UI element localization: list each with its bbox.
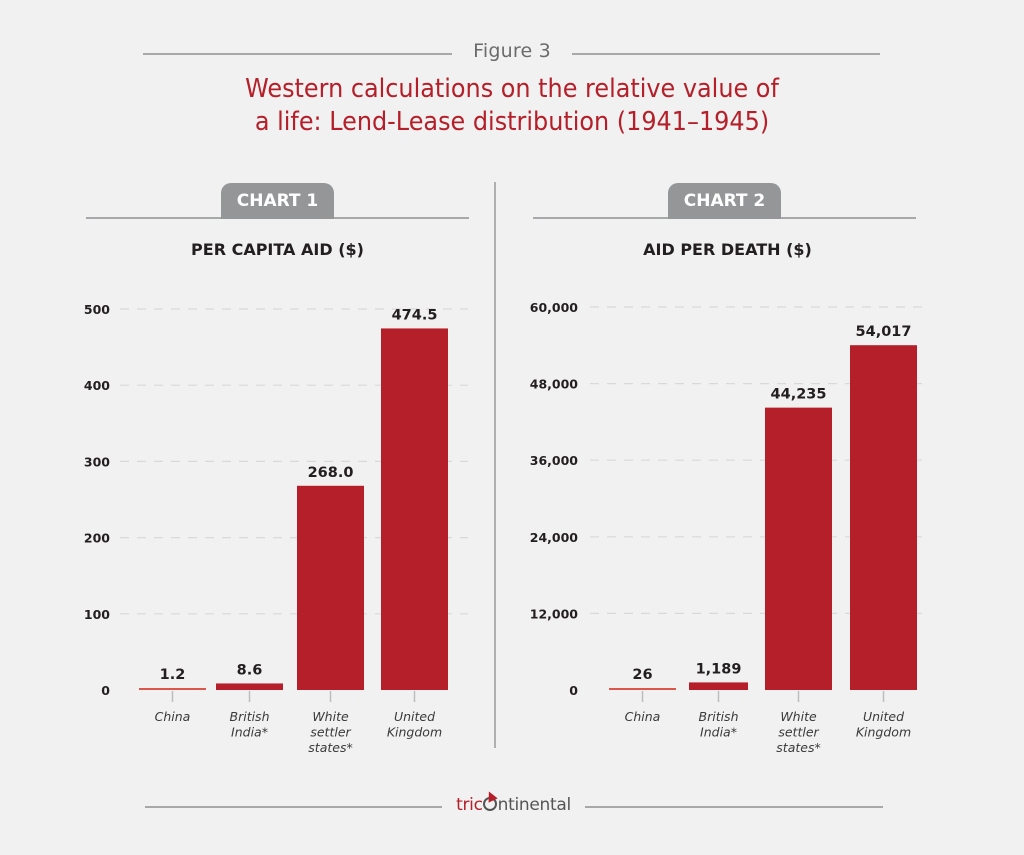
y-tick-label: 100 xyxy=(84,607,110,622)
data-label: 54,017 xyxy=(856,324,912,340)
bar xyxy=(297,485,364,690)
y-tick-label: 36,000 xyxy=(530,453,579,468)
data-label: 44,235 xyxy=(771,387,827,403)
bar xyxy=(216,683,283,690)
x-tick-label: China xyxy=(625,709,661,724)
x-tick-label: White settler states* xyxy=(776,709,820,755)
bar xyxy=(381,328,448,690)
tricontinental-logo: tric ntinental xyxy=(442,789,585,819)
page-title: Western calculations on the relative val… xyxy=(179,73,845,139)
bar xyxy=(850,345,917,690)
x-tick-label-line: China xyxy=(625,709,661,724)
y-tick-label: 300 xyxy=(84,454,110,469)
logo-rest-text: ntinental xyxy=(497,795,572,815)
chart-divider xyxy=(494,182,496,748)
y-tick-label: 60,000 xyxy=(530,300,579,315)
data-label: 8.6 xyxy=(237,662,263,678)
chart1-title: PER CAPITA AID ($) xyxy=(191,240,364,259)
data-label: 474.5 xyxy=(392,307,438,323)
data-label: 1.2 xyxy=(160,667,186,683)
x-tick-label-line: settler xyxy=(310,725,351,740)
bar xyxy=(689,682,748,690)
x-tick-label: United Kingdom xyxy=(856,709,911,740)
y-tick-label: 500 xyxy=(84,302,110,317)
data-label: 26 xyxy=(632,667,652,683)
y-tick-label: 200 xyxy=(84,531,110,546)
x-tick-label: British India* xyxy=(699,709,739,740)
x-tick-label-line: Kingdom xyxy=(387,725,442,740)
data-label: 268.0 xyxy=(308,465,354,481)
y-tick-label: 24,000 xyxy=(530,530,579,545)
x-tick-label-line: states* xyxy=(308,740,352,755)
x-tick-label: China xyxy=(155,709,191,724)
footer-rule-left xyxy=(145,806,442,808)
title-line-2: a life: Lend-Lease distribution (1941–19… xyxy=(254,107,770,137)
y-tick-label: 400 xyxy=(84,378,110,393)
x-tick-label-line: Kingdom xyxy=(856,725,911,740)
y-tick-label: 12,000 xyxy=(530,606,579,621)
bar xyxy=(139,688,206,690)
x-tick-label-line: China xyxy=(155,709,191,724)
bar xyxy=(609,688,676,690)
chart2-tab: CHART 2 xyxy=(668,183,781,219)
x-tick-label-line: United xyxy=(394,709,435,724)
y-tick-label: 48,000 xyxy=(530,377,579,392)
x-tick-label-line: United xyxy=(863,709,904,724)
figure-label: Figure 3 xyxy=(473,40,551,62)
chart2-title: AID PER DEATH ($) xyxy=(643,240,812,259)
y-tick-label: 0 xyxy=(569,683,578,698)
x-tick-label: British India* xyxy=(230,709,270,740)
chart1-tab: CHART 1 xyxy=(221,183,334,219)
x-tick-label-line: White xyxy=(312,709,349,724)
chart1-marks: 0 100 200 300 400 500 1.2 China 8.6 British India*… xyxy=(84,302,468,755)
x-tick-label-line: British xyxy=(230,709,270,724)
x-tick-label-line: India* xyxy=(700,725,737,740)
x-tick-label-line: White xyxy=(780,709,817,724)
bar xyxy=(765,407,832,690)
x-tick-label: United Kingdom xyxy=(387,709,442,740)
x-tick-label: White settler states* xyxy=(308,709,352,755)
footer-rule-right xyxy=(585,806,883,808)
data-label: 1,189 xyxy=(696,661,742,677)
y-tick-label: 0 xyxy=(101,683,110,698)
flag-o-icon xyxy=(483,789,498,811)
x-tick-label-line: India* xyxy=(231,725,268,740)
figure-rule-left xyxy=(143,53,452,55)
x-tick-label-line: settler xyxy=(778,725,819,740)
x-tick-label-line: states* xyxy=(776,740,820,755)
logo-brand-text: tric xyxy=(456,795,483,815)
title-line-1: Western calculations on the relative val… xyxy=(245,74,779,104)
chart2-marks: 0 12,000 24,000 36,000 48,000 60,000 26 China 1,… xyxy=(530,300,928,755)
figure-rule-right xyxy=(572,53,880,55)
x-tick-label-line: British xyxy=(699,709,739,724)
